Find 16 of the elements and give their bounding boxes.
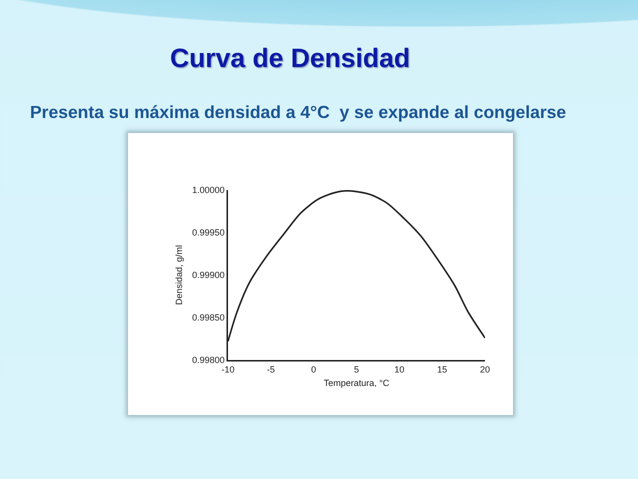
y-axis-title: Densidad, g/ml (174, 244, 184, 306)
x-axis-title: Temperatura, °C (324, 378, 390, 388)
x-tick-label: 5 (354, 364, 360, 374)
x-tick-label: 10 (394, 364, 404, 374)
y-tick-label: 0.99800 (192, 355, 225, 366)
y-tick-label: 0.99850 (192, 312, 225, 323)
chart-subtitle: Presenta su máxima densidad a 4°C y se expande al congelarse (30, 102, 566, 123)
x-tick-label: -10 (221, 364, 235, 374)
y-tick-label: 0.99950 (192, 228, 225, 238)
x-tick-label: 0 (311, 364, 316, 374)
x-tick-label: 20 (480, 364, 490, 374)
x-tick-label: -5 (266, 364, 275, 374)
x-tick-label: 15 (437, 364, 448, 374)
y-tick-label: 1.00000 (192, 185, 225, 196)
chart-title: Curva de Densidad (170, 43, 410, 73)
y-tick-label: 0.99900 (192, 270, 225, 280)
